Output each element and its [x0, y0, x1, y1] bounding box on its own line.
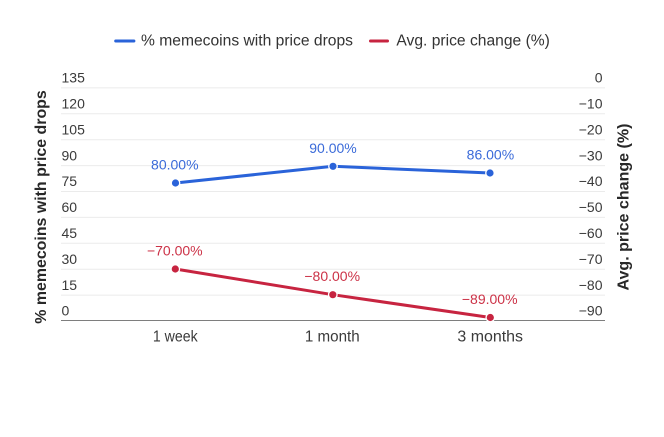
svg-text:−89.00%: −89.00%	[462, 291, 518, 307]
svg-text:30: 30	[62, 251, 78, 267]
svg-text:1 month: 1 month	[305, 329, 360, 346]
svg-text:−90: −90	[579, 303, 603, 319]
svg-text:−10: −10	[579, 96, 603, 112]
svg-text:105: 105	[62, 121, 86, 137]
svg-text:45: 45	[62, 225, 78, 241]
svg-text:−30: −30	[579, 147, 603, 163]
svg-text:90: 90	[62, 147, 78, 163]
svg-text:−20: −20	[579, 121, 603, 137]
svg-text:−80: −80	[579, 277, 603, 293]
svg-text:% memecoins with price drops: % memecoins with price drops	[33, 90, 50, 323]
svg-text:3 months: 3 months	[457, 329, 523, 346]
svg-text:15: 15	[62, 277, 78, 293]
svg-text:0: 0	[62, 303, 70, 319]
svg-text:120: 120	[62, 96, 86, 112]
svg-text:135: 135	[62, 70, 86, 86]
svg-text:75: 75	[62, 173, 78, 189]
svg-text:0: 0	[595, 70, 603, 86]
svg-text:−60: −60	[579, 225, 603, 241]
svg-text:−40: −40	[579, 173, 603, 189]
svg-text:−80.00%: −80.00%	[304, 268, 360, 284]
svg-text:1 week: 1 week	[153, 329, 198, 346]
svg-text:% memecoins with price drops: % memecoins with price drops	[141, 32, 353, 49]
svg-text:60: 60	[62, 199, 78, 215]
svg-text:90.00%: 90.00%	[309, 140, 356, 156]
svg-text:−70: −70	[579, 251, 603, 267]
svg-text:86.00%: 86.00%	[467, 147, 514, 163]
svg-text:−70.00%: −70.00%	[147, 242, 203, 258]
svg-text:−50: −50	[579, 199, 603, 215]
svg-text:Avg. price change (%): Avg. price change (%)	[616, 124, 633, 291]
svg-text:80.00%: 80.00%	[151, 157, 198, 173]
svg-text:Avg. price change (%): Avg. price change (%)	[396, 32, 550, 49]
